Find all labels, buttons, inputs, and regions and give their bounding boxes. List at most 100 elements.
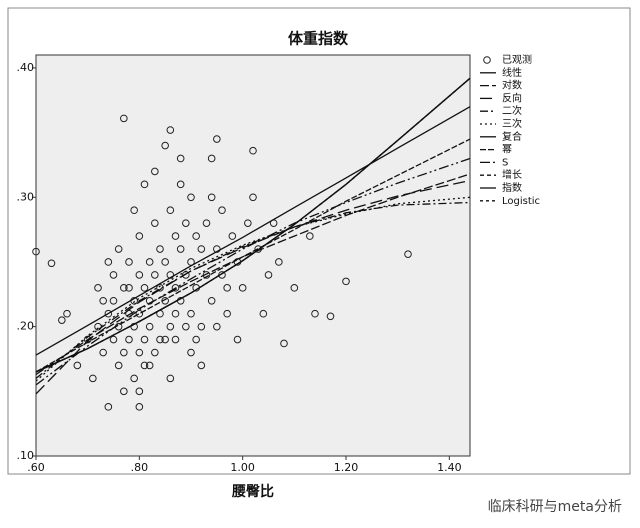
observed-point — [140, 361, 149, 370]
observed-point — [145, 361, 154, 370]
observed-point — [187, 348, 195, 357]
observed-point — [171, 284, 180, 292]
observed-point — [140, 180, 149, 189]
observed-point — [187, 309, 195, 318]
observed-point — [218, 206, 226, 215]
observed-point — [342, 277, 350, 286]
observed-point — [264, 271, 273, 279]
y-tick-label: .20 — [17, 320, 35, 333]
legend-label: 反向 — [502, 91, 522, 104]
observed-point — [182, 322, 190, 331]
observed-point — [161, 258, 169, 266]
observed-point — [280, 339, 288, 348]
legend-symbol — [483, 56, 491, 64]
observed-point — [161, 335, 169, 344]
observed-point — [140, 284, 149, 292]
y-tick-label: .30 — [17, 190, 35, 203]
observed-point — [151, 348, 159, 357]
observed-point — [120, 348, 128, 357]
fit-curve — [35, 138, 471, 373]
observed-point — [120, 387, 128, 396]
observed-point — [104, 309, 113, 318]
x-axis-label: 腰臀比 — [231, 483, 274, 500]
observed-point — [135, 309, 144, 318]
observed-point — [99, 296, 107, 305]
fit-curve — [35, 196, 471, 382]
legend-label: Logistic — [502, 196, 540, 207]
observed-point — [156, 245, 164, 253]
observed-point — [135, 232, 144, 240]
observed-point — [290, 284, 299, 292]
observed-point — [135, 271, 144, 279]
plot-area — [35, 54, 471, 457]
observed-point — [161, 141, 169, 150]
observed-point — [32, 247, 40, 256]
observed-point — [166, 126, 175, 134]
observed-point — [249, 146, 257, 155]
observed-point — [176, 245, 185, 253]
observed-point — [311, 309, 319, 318]
observed-point — [109, 296, 118, 305]
observed-point — [166, 322, 175, 331]
legend-label: 已观测 — [502, 53, 532, 66]
watermark: 临床科研与meta分析 — [488, 499, 622, 515]
x-tick-label: 1.40 — [437, 461, 462, 474]
observed-point — [151, 271, 159, 279]
fit-curve — [35, 179, 471, 395]
observed-point — [202, 219, 211, 227]
legend-label: S — [502, 157, 508, 168]
x-tick-label: .60 — [27, 461, 45, 474]
observed-point — [218, 271, 226, 279]
y-tick-label: .10 — [17, 449, 35, 462]
observed-point — [213, 322, 221, 331]
observed-point — [171, 232, 180, 240]
observed-point — [125, 284, 133, 292]
observed-point — [259, 309, 268, 318]
observed-point — [151, 167, 159, 176]
observed-point — [223, 309, 231, 318]
observed-point — [192, 335, 200, 344]
observed-point — [94, 284, 102, 292]
x-tick-label: .80 — [131, 461, 149, 474]
observed-point — [166, 374, 175, 383]
legend-label: 增长 — [502, 168, 522, 181]
observed-point — [89, 374, 97, 383]
observed-point — [114, 361, 123, 370]
observed-point — [47, 259, 56, 268]
observed-point — [125, 258, 133, 266]
fit-curve — [35, 173, 471, 376]
observed-point — [228, 232, 237, 240]
observed-point — [94, 322, 102, 331]
legend-label: 二次 — [502, 104, 522, 117]
legend-label: 线性 — [502, 66, 522, 79]
observed-point — [156, 284, 164, 292]
observed-point — [176, 180, 185, 189]
observed-point — [404, 250, 412, 259]
observed-point — [197, 245, 206, 253]
observed-point — [135, 403, 144, 411]
observed-point — [249, 193, 257, 202]
observed-point — [171, 335, 180, 344]
observed-point — [233, 335, 242, 344]
observed-point — [63, 309, 71, 318]
observed-point — [109, 335, 118, 344]
observed-point — [306, 232, 314, 240]
observed-point — [120, 284, 128, 292]
x-tick-label: 1.00 — [230, 461, 255, 474]
observed-point — [58, 316, 66, 324]
observed-point — [182, 219, 190, 227]
legend-label: 指数 — [502, 181, 522, 194]
legend-label: 复合 — [502, 130, 522, 143]
observed-point — [223, 284, 231, 292]
legend-label: 对数 — [502, 79, 522, 92]
observed-point — [125, 335, 133, 344]
observed-point — [156, 335, 164, 344]
observed-point — [140, 335, 149, 344]
observed-point — [207, 154, 216, 163]
observed-point — [244, 219, 252, 227]
observed-point — [197, 322, 206, 331]
legend-label: 幂 — [502, 144, 512, 156]
x-tick-label: 1.20 — [334, 461, 359, 474]
observed-point — [166, 206, 175, 215]
